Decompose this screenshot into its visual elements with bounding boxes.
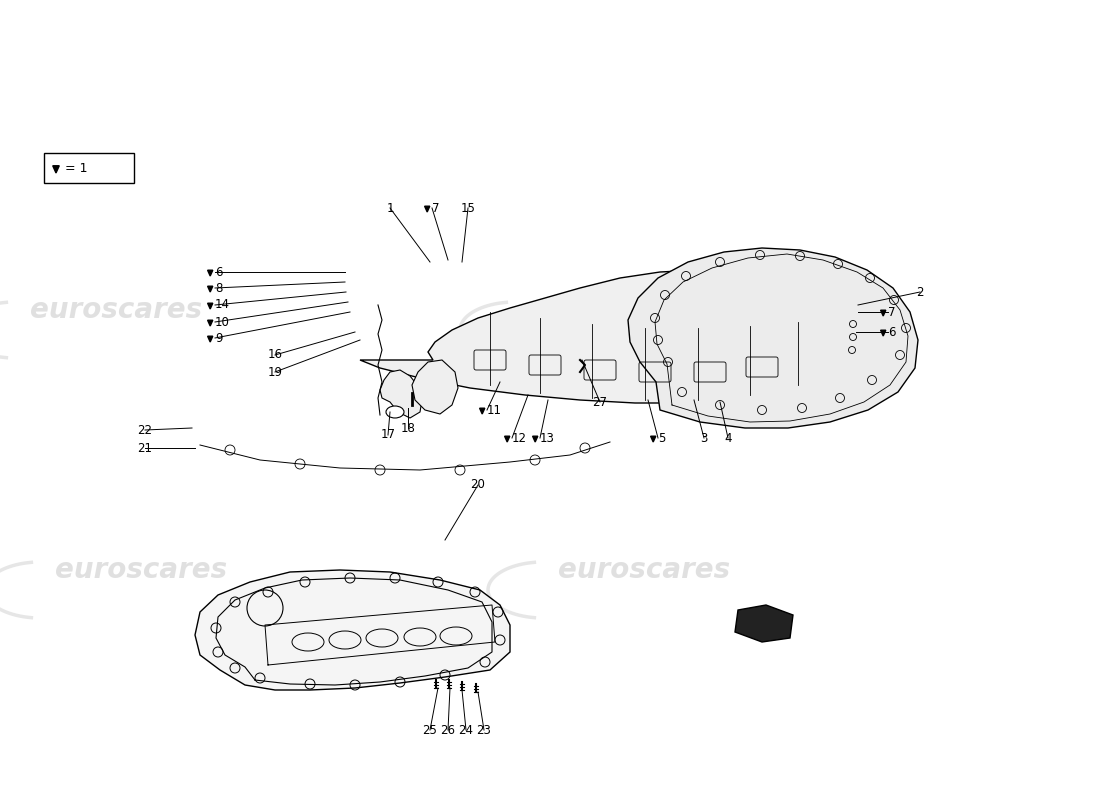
Text: 19: 19 <box>267 366 283 378</box>
Text: 17: 17 <box>381 429 396 442</box>
Text: 13: 13 <box>540 431 554 445</box>
Text: 18: 18 <box>400 422 416 434</box>
Ellipse shape <box>386 406 404 418</box>
Polygon shape <box>532 436 538 442</box>
Text: 4: 4 <box>724 431 732 445</box>
Text: euroscares: euroscares <box>55 556 227 584</box>
Text: 11: 11 <box>487 403 502 417</box>
Text: 7: 7 <box>888 306 895 318</box>
Polygon shape <box>412 360 458 414</box>
Polygon shape <box>505 436 509 442</box>
Text: 9: 9 <box>214 331 222 345</box>
Text: euroscares: euroscares <box>30 296 202 324</box>
Text: 12: 12 <box>512 431 527 445</box>
Text: 15: 15 <box>461 202 475 214</box>
Text: 20: 20 <box>471 478 485 491</box>
Polygon shape <box>53 166 59 173</box>
Text: 23: 23 <box>476 723 492 737</box>
Polygon shape <box>628 248 918 428</box>
Text: = 1: = 1 <box>65 162 88 174</box>
Polygon shape <box>379 370 422 418</box>
Polygon shape <box>360 270 858 403</box>
Text: 27: 27 <box>593 395 607 409</box>
Text: 2: 2 <box>916 286 924 298</box>
Polygon shape <box>425 206 430 212</box>
Text: 10: 10 <box>214 315 230 329</box>
Text: 8: 8 <box>214 282 222 294</box>
Polygon shape <box>735 605 793 642</box>
Text: euroscares: euroscares <box>558 556 730 584</box>
Polygon shape <box>208 320 212 326</box>
Polygon shape <box>480 408 485 414</box>
Text: euroscares: euroscares <box>530 296 702 324</box>
Polygon shape <box>881 310 886 316</box>
Text: 6: 6 <box>214 266 222 278</box>
Text: 7: 7 <box>432 202 440 214</box>
Text: 24: 24 <box>459 723 473 737</box>
Text: 5: 5 <box>658 431 666 445</box>
Polygon shape <box>208 270 212 276</box>
Polygon shape <box>208 336 212 342</box>
Polygon shape <box>650 436 656 442</box>
Text: 14: 14 <box>214 298 230 311</box>
Text: 16: 16 <box>267 349 283 362</box>
Polygon shape <box>208 286 212 292</box>
Text: 6: 6 <box>888 326 895 338</box>
Text: 3: 3 <box>701 431 707 445</box>
Polygon shape <box>881 330 886 336</box>
Text: 1: 1 <box>386 202 394 214</box>
Polygon shape <box>195 570 510 690</box>
Polygon shape <box>208 303 212 309</box>
Text: 21: 21 <box>138 442 153 454</box>
Text: 22: 22 <box>138 423 153 437</box>
Text: 25: 25 <box>422 723 438 737</box>
Text: 26: 26 <box>440 723 455 737</box>
